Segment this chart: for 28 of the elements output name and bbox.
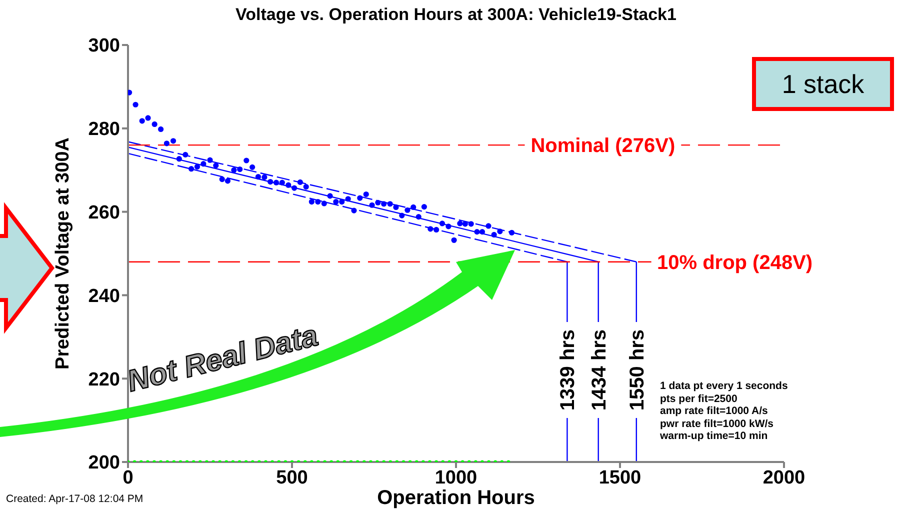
text: Created: Apr-17-08 12:04 PM xyxy=(6,493,144,505)
y-tick-label: 260 xyxy=(88,202,120,224)
annotation: warm-up time=10 min xyxy=(660,430,769,442)
x-tick-label: 1500 xyxy=(598,467,642,488)
callout-box: 1 stack xyxy=(752,57,894,111)
y-axis-title: Predicted Voltage at 300A xyxy=(52,137,74,370)
annotation: amp rate filt=1000 A/s xyxy=(660,405,769,418)
y-tick-label: 240 xyxy=(88,286,120,307)
annotation: pts per fit=2500 xyxy=(660,392,738,405)
annotation: 1 stack xyxy=(782,68,864,100)
y-tick-label: 220 xyxy=(88,369,120,390)
ref-line-label: Nominal (276V) xyxy=(530,135,676,158)
x-tick-label: 2000 xyxy=(762,467,806,488)
chart-title: Voltage vs. Operation Hours at 300A: Vehicle19-Stack1 xyxy=(234,5,678,25)
annotation: pwr rate filt=1000 kW/s xyxy=(660,418,775,430)
y-tick-label: 280 xyxy=(88,119,120,140)
y-tick-label: 300 xyxy=(88,36,120,57)
annotation: 1 data pt every 1 seconds xyxy=(660,380,788,392)
annotation: Not Real Data xyxy=(124,319,322,398)
ref-line-label: 1434 hrs xyxy=(588,329,610,411)
ref-line-label: 10% drop (248V) xyxy=(656,252,813,274)
ref-line-label: 1339 hrs xyxy=(557,329,580,411)
ref-line-label: 1550 hrs xyxy=(626,329,648,411)
x-axis-title: Operation Hours xyxy=(377,487,535,509)
y-tick-label: 200 xyxy=(88,452,120,474)
x-tick-label: 500 xyxy=(276,467,308,488)
x-tick-label: 1000 xyxy=(434,467,478,488)
x-tick-label: 0 xyxy=(122,467,134,488)
